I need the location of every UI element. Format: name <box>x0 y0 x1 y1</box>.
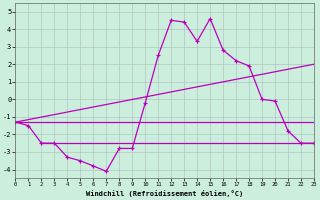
X-axis label: Windchill (Refroidissement éolien,°C): Windchill (Refroidissement éolien,°C) <box>86 190 243 197</box>
